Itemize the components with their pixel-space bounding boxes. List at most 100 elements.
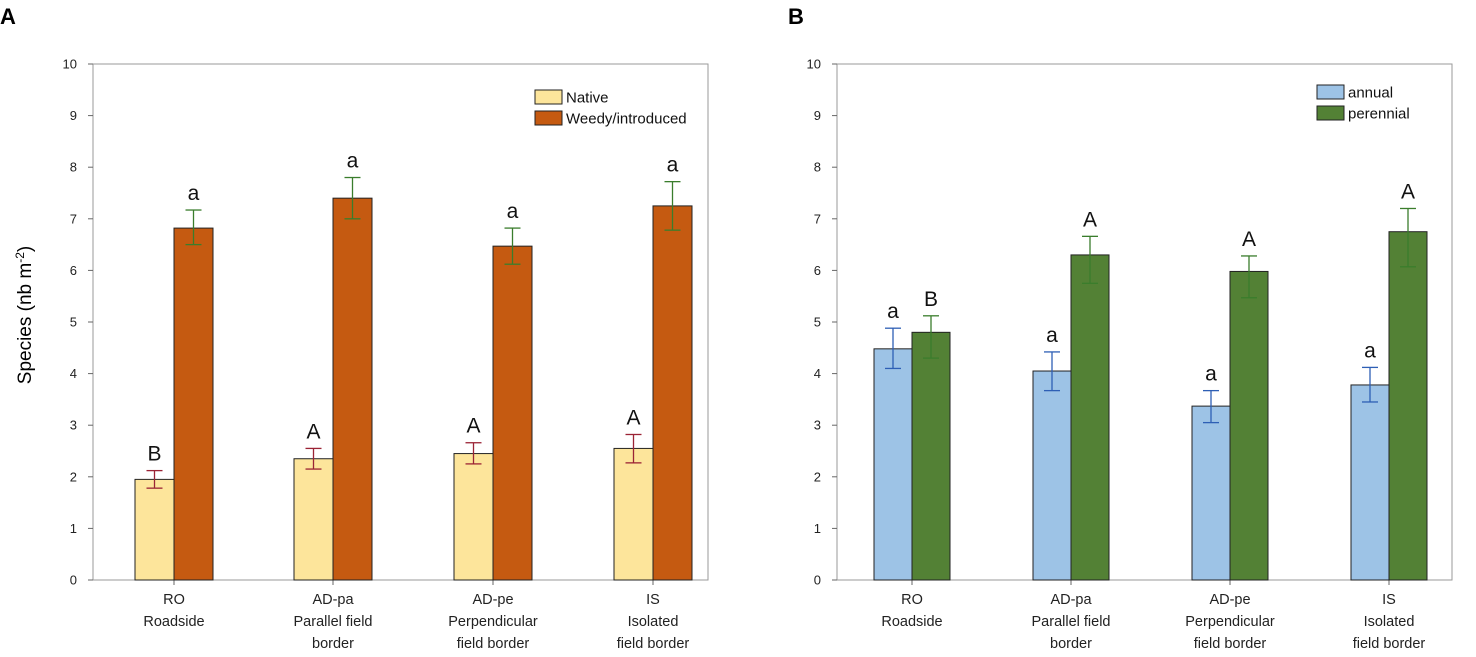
panel-b-x-tick-label: Roadside	[881, 614, 942, 630]
panel-a-x-tick-label: Isolated	[628, 614, 679, 630]
panel-a-legend-swatch	[534, 89, 563, 105]
panel-b-bar-perennial	[1388, 231, 1428, 581]
panel-b-y-tick-label: 1	[814, 521, 821, 536]
panel-a-bar-weedy-introduced	[652, 205, 693, 581]
panel-a-bar-native	[293, 458, 334, 581]
panel-a-x-tick-label: IS	[646, 592, 660, 608]
panel-a-significance-letter: B	[147, 443, 161, 466]
panel-a-y-tick-label: 2	[70, 469, 77, 484]
panel-a-bar-native	[453, 453, 494, 581]
panel-a-significance-letter: a	[347, 150, 359, 173]
panel-b-y-tick-label: 0	[814, 573, 821, 588]
panel-a-y-tick-label: 6	[70, 263, 77, 278]
panel-b-significance-letter: a	[1205, 363, 1217, 386]
panel-b-error-bar	[885, 327, 901, 370]
panel-a-error-bar	[305, 447, 322, 470]
panel-a-x-tick-label: Parallel field	[294, 614, 373, 630]
panel-a-significance-letter: a	[507, 200, 519, 223]
panel-b-y-tick-label: 2	[814, 469, 821, 484]
panel-b-x-tick-label: AD-pa	[1050, 592, 1092, 608]
panel-b-error-bar	[923, 315, 939, 359]
panel-b-y-tick-label: 6	[814, 263, 821, 278]
panel-b-error-bar	[1362, 366, 1378, 403]
panel-b-legend-swatch	[1316, 105, 1345, 121]
panel-b-x-tick-label: Isolated	[1364, 614, 1415, 630]
panel-b-bar-annual	[1350, 384, 1390, 581]
panel-b-significance-letter: B	[924, 288, 938, 311]
panel-b-y-tick-label: 10	[807, 57, 821, 72]
panel-a-y-tick-label: 10	[63, 57, 77, 72]
panel-a-bar-weedy-introduced	[492, 245, 533, 581]
panel-b-x-tick-label: IS	[1382, 592, 1396, 608]
panel-b-y-tick-label: 4	[814, 366, 821, 381]
panel-a-x-tick-label: RO	[163, 592, 185, 608]
panel-a-legend-label: Native	[566, 90, 609, 107]
panel-b-significance-letter: a	[1046, 324, 1058, 347]
panel-b-significance-letter: A	[1401, 180, 1415, 203]
panel-a-x-tick-label: AD-pe	[472, 592, 513, 608]
panel-b-error-bar	[1241, 255, 1257, 299]
panel-a-error-bar	[185, 209, 202, 246]
panel-a-x-tick-label: Roadside	[143, 614, 204, 630]
panel-a-legend-label: Weedy/introduced	[566, 111, 687, 128]
panel-b-bar-perennial	[1229, 270, 1269, 581]
panel-b-significance-letter: a	[887, 300, 899, 323]
panel-a-legend-swatch	[534, 110, 563, 126]
panel-b-x-tick-label: Perpendicular	[1185, 614, 1275, 630]
panel-b-significance-letter: a	[1364, 339, 1376, 362]
panel-b-letter: B	[788, 4, 804, 29]
panel-b-bar-perennial	[911, 331, 951, 581]
panel-b-x-tick-label: AD-pe	[1209, 592, 1250, 608]
panel-b-x-tick-label: border	[1050, 636, 1092, 652]
panel-a-y-tick-label: 3	[70, 418, 77, 433]
panel-a-y-axis-label: Species (nb m-2)	[13, 246, 36, 384]
panel-a-bar-native	[134, 478, 175, 581]
panel-a-legend: Native Weedy/introduced	[534, 89, 687, 128]
panel-a-error-bar	[344, 176, 361, 220]
panel-a-chart: 0 1 2 3 4 5 6 7 8 9 10 RO Roadside AD-pa Parallel fiel…	[63, 57, 709, 652]
panel-b-bar-annual	[873, 348, 913, 581]
panel-a-y-tick-label: 4	[70, 366, 77, 381]
panel-a-error-bar	[465, 442, 482, 465]
panel-a-bar-native	[613, 447, 654, 581]
panel-a-x-tick-label: field border	[617, 636, 690, 652]
panel-b-x-tick-label: RO	[901, 592, 923, 608]
panel-b-error-bar	[1082, 235, 1098, 284]
panel-a-bar-weedy-introduced	[332, 197, 373, 581]
panel-a-y-tick-label: 5	[70, 315, 77, 330]
panel-b-y-tick-label: 5	[814, 315, 821, 330]
panel-a-error-bar	[146, 469, 163, 489]
panel-b-x-tick-label: field border	[1353, 636, 1426, 652]
panel-b-legend-label: annual	[1348, 85, 1393, 102]
panel-a-y-tick-label: 0	[70, 573, 77, 588]
panel-a-y-tick-label: 8	[70, 160, 77, 175]
panel-a-y-tick-label: 1	[70, 521, 77, 536]
panel-a-error-bar	[625, 433, 642, 464]
panel-b-x-tick-label: field border	[1194, 636, 1267, 652]
panel-a-y-tick-label: 9	[70, 108, 77, 123]
panel-a-x-tick-label: Perpendicular	[448, 614, 538, 630]
panel-b-error-bar	[1203, 389, 1219, 424]
panel-b-x-tick-label: Parallel field	[1032, 614, 1111, 630]
panel-b-y-tick-label: 7	[814, 211, 821, 226]
panel-b-significance-letter: A	[1242, 228, 1256, 251]
panel-a-x-tick-label: AD-pa	[312, 592, 354, 608]
panel-b-legend: annual perennial	[1316, 84, 1410, 123]
panel-b-error-bar	[1044, 351, 1060, 392]
panel-b-bar-perennial	[1070, 254, 1110, 581]
panel-b-error-bar	[1400, 207, 1416, 268]
panel-b-legend-label: perennial	[1348, 106, 1410, 123]
panel-a-significance-letter: A	[306, 420, 320, 443]
panel-a-x-tick-label: field border	[457, 636, 530, 652]
panel-b-bar-annual	[1032, 370, 1072, 581]
panel-b-bar-annual	[1191, 405, 1231, 581]
panel-a-x-tick-label: border	[312, 636, 354, 652]
panel-b-significance-letter: A	[1083, 208, 1097, 231]
panel-a-letter: A	[0, 4, 16, 29]
panel-b-y-tick-label: 8	[814, 160, 821, 175]
panel-a-significance-letter: a	[667, 154, 679, 177]
panel-b-legend-swatch	[1316, 84, 1345, 100]
panel-b-y-tick-label: 9	[814, 108, 821, 123]
panel-a-significance-letter: A	[466, 415, 480, 438]
